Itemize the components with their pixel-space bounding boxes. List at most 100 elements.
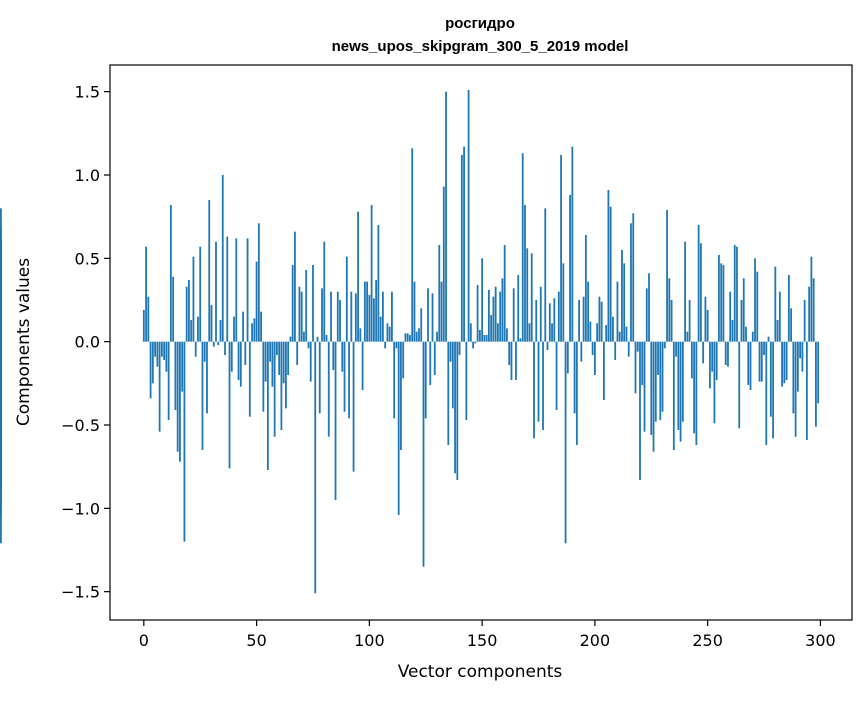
- bar: [406, 333, 409, 342]
- bar: [381, 291, 384, 342]
- bar: [181, 341, 184, 392]
- y-tick-label: −1.5: [61, 583, 100, 602]
- bar: [169, 205, 172, 342]
- bar: [803, 300, 806, 342]
- bar: [481, 258, 484, 342]
- bar: [612, 316, 614, 342]
- bar: [661, 341, 664, 412]
- bar: [544, 208, 547, 342]
- bar: [321, 288, 323, 342]
- bar: [345, 256, 348, 342]
- bar: [0, 340, 2, 342]
- bar: [404, 333, 407, 342]
- bar: [325, 335, 328, 342]
- bar: [327, 341, 330, 437]
- bar: [614, 341, 617, 360]
- bar: [483, 335, 486, 342]
- bar: [776, 320, 779, 342]
- bar: [465, 341, 468, 420]
- bar: [253, 318, 256, 342]
- bar: [217, 341, 220, 345]
- bar: [702, 341, 705, 364]
- bar: [765, 341, 768, 445]
- bar: [783, 341, 786, 384]
- bar: [605, 325, 608, 342]
- bar: [747, 341, 750, 385]
- bar: [287, 341, 290, 375]
- bar: [354, 293, 357, 342]
- bar: [237, 341, 240, 380]
- bar: [393, 341, 396, 419]
- x-tick-label: 200: [580, 631, 611, 650]
- bar: [433, 341, 436, 375]
- bar: [618, 331, 621, 342]
- bar: [749, 341, 752, 390]
- bar: [285, 341, 287, 409]
- bar: [411, 148, 414, 342]
- bar: [812, 278, 815, 342]
- bar: [699, 243, 702, 342]
- bar: [248, 341, 251, 417]
- bar: [298, 286, 301, 342]
- plot-area-frame: [109, 64, 853, 621]
- bar: [645, 288, 648, 342]
- bar: [172, 276, 175, 342]
- bar: [677, 341, 680, 430]
- bar: [535, 300, 538, 342]
- bar: [589, 321, 592, 342]
- bar: [675, 341, 677, 357]
- x-tick-label: 300: [805, 631, 836, 650]
- y-axis-label: Components values: [14, 258, 34, 426]
- bar: [512, 288, 515, 342]
- bar: [427, 288, 429, 342]
- bar: [357, 211, 359, 342]
- bar: [625, 326, 628, 342]
- bar: [400, 341, 402, 450]
- bar: [442, 186, 445, 342]
- bar: [330, 291, 332, 342]
- bar: [641, 341, 644, 385]
- bar: [751, 331, 754, 342]
- bar: [763, 341, 765, 355]
- bar: [296, 341, 299, 365]
- bar: [192, 256, 195, 342]
- bar: [738, 341, 741, 429]
- bar: [341, 341, 344, 372]
- bar: [431, 293, 434, 342]
- bar: [458, 341, 461, 355]
- bar: [305, 270, 308, 342]
- bar: [718, 255, 720, 342]
- bar: [508, 341, 511, 365]
- bar: [314, 341, 317, 594]
- bar: [785, 341, 788, 380]
- y-tick-label: 1.5: [75, 83, 100, 102]
- bar: [368, 295, 371, 342]
- bar: [271, 341, 274, 387]
- bar: [359, 328, 362, 342]
- bar: [623, 263, 626, 342]
- bar: [503, 245, 506, 342]
- bar: [424, 341, 427, 419]
- bar: [663, 341, 666, 349]
- bar: [429, 341, 432, 385]
- bar: [659, 341, 662, 420]
- bar: [221, 175, 224, 342]
- bar: [607, 190, 610, 342]
- bar: [273, 341, 276, 437]
- bar: [686, 331, 689, 342]
- bar: [289, 336, 292, 342]
- bar: [174, 341, 177, 410]
- bar: [688, 300, 691, 342]
- bar: [485, 335, 488, 342]
- bar: [740, 300, 743, 342]
- bar: [260, 311, 262, 342]
- bar: [781, 341, 783, 387]
- bar: [767, 336, 770, 342]
- bar: [280, 341, 283, 430]
- bar: [715, 341, 718, 380]
- bar: [636, 341, 639, 352]
- bar: [278, 341, 281, 375]
- bar: [149, 341, 152, 399]
- bar: [203, 341, 206, 362]
